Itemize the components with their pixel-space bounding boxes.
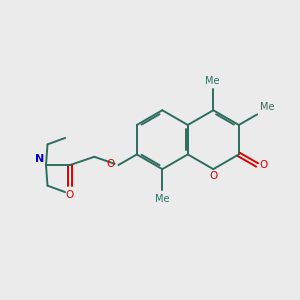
- Text: O: O: [260, 160, 268, 170]
- Text: N: N: [35, 154, 44, 164]
- Text: O: O: [107, 159, 115, 169]
- Text: O: O: [209, 171, 218, 181]
- Text: O: O: [65, 190, 74, 200]
- Text: Me: Me: [260, 102, 275, 112]
- Text: Me: Me: [206, 76, 220, 85]
- Text: Me: Me: [155, 194, 169, 204]
